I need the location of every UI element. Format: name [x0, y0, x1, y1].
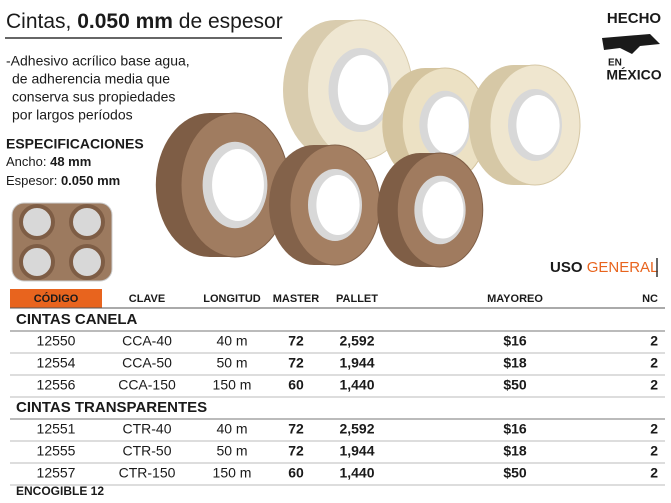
table-cell: $16 [503, 333, 527, 349]
table-cell: 12555 [37, 443, 76, 459]
description-line: de adherencia media que [12, 71, 170, 87]
table-cell: $16 [503, 421, 527, 437]
description-line: por largos períodos [12, 107, 133, 123]
table-cell: 2 [650, 355, 658, 371]
table-cell: 50 m [216, 355, 247, 371]
title-rest: de espesor [179, 10, 283, 33]
table-cell: 150 m [213, 377, 252, 393]
table-cell: 2 [650, 465, 658, 481]
package-roll [69, 244, 105, 280]
column-header: MASTER [273, 293, 320, 305]
table-cell: 2 [650, 377, 658, 393]
code-header-bg [10, 289, 102, 308]
table-cell: 2,592 [339, 333, 374, 349]
column-header: PALLET [336, 293, 378, 305]
table-cell: CTR-40 [122, 421, 171, 437]
column-header: MAYOREO [487, 293, 543, 305]
table-cell: 150 m [213, 465, 252, 481]
column-header: NC [642, 293, 658, 305]
title-thickness: 0.050 mm [77, 10, 173, 33]
usage-label: USO [550, 259, 583, 276]
table-cell: 60 [288, 377, 304, 393]
group-title: CINTAS CANELA [16, 311, 138, 328]
table-cell: 50 m [216, 443, 247, 459]
tape-hole [212, 149, 264, 221]
table-cell: 2 [650, 421, 658, 437]
table-cell: CCA-50 [122, 355, 172, 371]
product-image [11, 19, 581, 282]
table-cell: 40 m [216, 333, 247, 349]
table-cell: 2,592 [339, 421, 374, 437]
badge-top: HECHO [607, 10, 662, 27]
usage-value: GENERAL [587, 259, 659, 276]
spec-width: Ancho: 48 mm [6, 154, 91, 169]
table-cell: CTR-150 [119, 465, 176, 481]
table-cell: $18 [503, 443, 527, 459]
specs-title: ESPECIFICACIONES [6, 136, 144, 152]
table-cell: 1,944 [339, 355, 374, 371]
table-cell: 12557 [37, 465, 76, 481]
table-cell: CCA-40 [122, 333, 172, 349]
table-cell: 72 [288, 355, 304, 371]
table-cell: 40 m [216, 421, 247, 437]
price-table: CÓDIGO CLAVE LONGITUD MASTER PALLET MAYOREO NC… [10, 292, 665, 486]
table-cell: 12550 [37, 333, 76, 349]
column-header: CLAVE [129, 293, 165, 305]
footer-note: ENCOGIBLE 12 [16, 484, 104, 498]
spec-value: 48 mm [50, 154, 91, 169]
table-cell: CCA-150 [118, 377, 176, 393]
table-cell: $50 [503, 377, 527, 393]
table-cell: 1,944 [339, 443, 374, 459]
badge-mid: EN [608, 58, 622, 69]
tape-hole [422, 181, 464, 239]
table-cell: 72 [288, 333, 304, 349]
package-roll [19, 204, 55, 240]
made-in-mexico-badge: HECHO EN MÉXICO [602, 10, 662, 83]
table-cell: $18 [503, 355, 527, 371]
table-cell: 72 [288, 421, 304, 437]
package-roll [69, 204, 105, 240]
eagle-icon [602, 34, 660, 54]
table-cell: $50 [503, 465, 527, 481]
table-cell: 1,440 [339, 465, 374, 481]
badge-bottom: MÉXICO [606, 67, 661, 83]
usage: USO GENERAL [550, 259, 658, 276]
table-cell: 72 [288, 443, 304, 459]
table-cell: 12556 [37, 377, 76, 393]
title-main: Cintas, [6, 10, 71, 33]
spec-thickness: Espesor: 0.050 mm [6, 173, 120, 188]
spec-label: Ancho: [6, 154, 46, 169]
column-header: LONGITUD [203, 293, 260, 305]
table-cell: 12551 [37, 421, 76, 437]
package-roll [19, 244, 55, 280]
group-title: CINTAS TRANSPARENTES [16, 399, 207, 416]
tape-hole [337, 55, 389, 125]
table-cell: 60 [288, 465, 304, 481]
column-header: CÓDIGO [34, 292, 79, 305]
table-cell: 2 [650, 333, 658, 349]
tape-hole [316, 175, 360, 235]
description-line: conserva sus propiedades [12, 89, 175, 105]
description-line: -Adhesivo acrílico base agua, [6, 53, 190, 69]
table-cell: 2 [650, 443, 658, 459]
spec-label: Espesor: [6, 173, 57, 188]
title: Cintas, 0.050 mm de espesor [6, 10, 283, 33]
tape-hole [516, 95, 560, 155]
table-cell: 1,440 [339, 377, 374, 393]
table-cell: 12554 [37, 355, 76, 371]
tape-hole [427, 96, 469, 154]
description: -Adhesivo acrílico base agua, de adherenc… [6, 53, 190, 123]
spec-value: 0.050 mm [61, 173, 120, 188]
table-cell: CTR-50 [122, 443, 171, 459]
